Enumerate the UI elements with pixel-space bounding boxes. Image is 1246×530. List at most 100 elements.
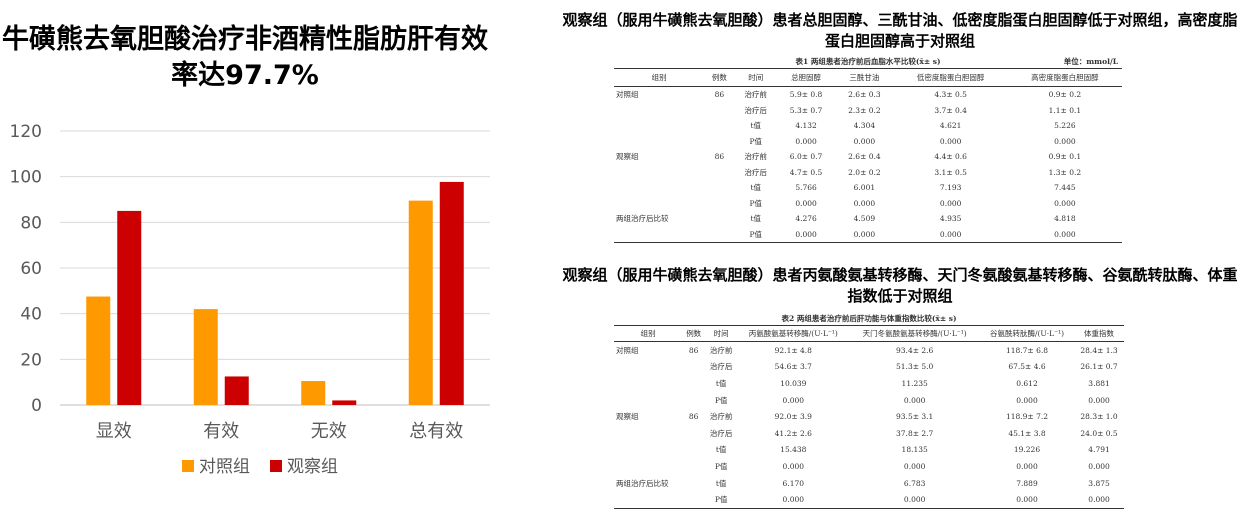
table-cell: [704, 211, 734, 227]
table-cell: 0.000: [853, 229, 876, 239]
table-cell: 0.000: [782, 495, 805, 505]
bar: [332, 400, 357, 405]
table-row: t值 10.039 11.235 0.612 3.881: [614, 375, 1124, 392]
table-row: P值 0.000 0.000 0.000 0.000: [614, 458, 1124, 475]
table-cell: [682, 442, 705, 459]
table-cell: 0.000: [1054, 136, 1076, 146]
x-tick-label: 显效: [96, 421, 132, 442]
table-cell: 6.0± 0.7: [789, 152, 823, 162]
table-cell: 4.276: [795, 214, 817, 224]
y-tick-label: 20: [20, 350, 42, 370]
table-cell: 两组治疗后比较: [616, 478, 669, 488]
table-cell: 0.000: [903, 495, 926, 505]
table-cell: [614, 375, 682, 392]
table-cell: 0.9± 0.1: [1048, 152, 1082, 162]
table-cell: 92.0± 3.9: [774, 412, 812, 422]
table-cell: 51.3± 5.0: [896, 362, 934, 372]
table-cell: 45.1± 3.8: [1008, 428, 1046, 438]
table-cell: [704, 227, 734, 243]
table-cell: [682, 425, 705, 442]
table-cell: 观察组: [616, 412, 639, 422]
table-row: 治疗后 4.7± 0.5 2.0± 0.2 3.1± 0.5 1.3± 0.2: [614, 165, 1122, 181]
bar: [439, 181, 464, 405]
table2-header-cell: 体重指数: [1084, 329, 1115, 338]
table-row: 两组治疗后比较 t值 6.170 6.783 7.889 3.875: [614, 475, 1124, 492]
table-row: t值 4.132 4.304 4.621 5.226: [614, 118, 1122, 134]
table1-caption-text: 表1 两组患者治疗前后血脂水平比较(x̄± s): [795, 57, 941, 66]
bar: [193, 309, 218, 405]
table-cell: [614, 180, 704, 196]
table-cell: [682, 491, 705, 508]
table-cell: 3.7± 0.4: [934, 105, 967, 115]
table-cell: P值: [714, 395, 728, 405]
table-cell: 4.7± 0.5: [789, 167, 823, 177]
table-cell: 24.0± 0.5: [1080, 428, 1118, 438]
y-tick-label: 120: [10, 122, 42, 142]
table-cell: 0.000: [853, 198, 876, 208]
table2-body: 对照组 86 治疗前 92.1± 4.8 93.4± 2.6 118.7± 6.8 28.4…: [614, 342, 1124, 509]
table-cell: 2.6± 0.3: [848, 90, 881, 100]
table-row: 对照组 86 治疗前 92.1± 4.8 93.4± 2.6 118.7± 6.8 28.4…: [614, 342, 1124, 359]
table1-grid: 组别 例数 时间 总胆固醇 三酰甘油 低密度脂蛋白胆固醇 高密度脂蛋白胆固醇 对照组 86 治疗…: [614, 68, 1122, 243]
table-cell: 5.9± 0.8: [789, 90, 823, 100]
table-cell: P值: [749, 136, 762, 146]
table-cell: [614, 227, 704, 243]
table-cell: [614, 359, 682, 376]
table-cell: 67.5± 4.6: [1008, 362, 1046, 372]
table-row: P值 0.000 0.000 0.000 0.000: [614, 491, 1124, 508]
table1-header-cell: 高密度脂蛋白胆固醇: [1031, 73, 1099, 82]
table-row: 观察组 86 治疗前 6.0± 0.7 2.6± 0.4 4.4± 0.6 0.9± 0.1: [614, 149, 1122, 165]
table-cell: [614, 196, 704, 212]
table-cell: 0.000: [1088, 495, 1110, 505]
table-cell: 0.000: [795, 229, 817, 239]
y-tick-label: 40: [20, 305, 42, 325]
table-cell: 4.621: [939, 121, 962, 131]
table-cell: 治疗后: [744, 105, 767, 115]
table1: 表1 两组患者治疗前后血脂水平比较(x̄± s) 单位：mmol/L 组别 例数 时…: [614, 56, 1122, 243]
table-cell: [704, 180, 734, 196]
table-cell: 0.000: [903, 461, 926, 471]
table-cell: 1.1± 0.1: [1048, 105, 1082, 115]
y-tick-label: 80: [20, 213, 42, 233]
table-cell: 2.3± 0.2: [848, 105, 881, 115]
table-cell: [704, 165, 734, 181]
table-cell: 4.509: [853, 214, 876, 224]
table-cell: 0.9± 0.2: [1048, 90, 1082, 100]
table1-header-cell: 例数: [711, 73, 727, 82]
table-cell: 0.000: [1054, 198, 1076, 208]
table-cell: 3.875: [1088, 478, 1110, 488]
table-cell: 92.1± 4.8: [774, 345, 812, 355]
bar: [86, 296, 111, 405]
table-cell: 4.935: [939, 214, 962, 224]
table-cell: 86: [688, 345, 699, 355]
table-cell: 86: [688, 412, 699, 422]
table-cell: 0.000: [795, 198, 817, 208]
table1-header-row: 组别 例数 时间 总胆固醇 三酰甘油 低密度脂蛋白胆固醇 高密度脂蛋白胆固醇: [614, 68, 1122, 87]
table-cell: t值: [715, 378, 727, 388]
table1-caption: 表1 两组患者治疗前后血脂水平比较(x̄± s) 单位：mmol/L: [614, 56, 1122, 68]
table-cell: 4.791: [1088, 445, 1110, 455]
table-cell: [704, 196, 734, 212]
table-row: P值 0.000 0.000 0.000 0.000: [614, 227, 1122, 243]
table2: 表2 两组患者治疗前后肝功能与体重指数比较(x̄± s) 组别 例数 时间 丙氨酸氨基…: [614, 313, 1124, 509]
table-cell: 4.818: [1054, 214, 1076, 224]
table-row: t值 5.766 6.001 7.193 7.445: [614, 180, 1122, 196]
table-cell: 0.000: [903, 395, 926, 405]
table1-heading: 观察组（服用牛磺熊去氧胆酸）患者总胆固醇、三酰甘油、低密度脂蛋白胆固醇低于对照组…: [562, 11, 1238, 50]
table-cell: [682, 458, 705, 475]
table1-body: 对照组 86 治疗前 5.9± 0.8 2.6± 0.3 4.3± 0.5 0.9± 0.2…: [614, 87, 1122, 243]
table-cell: 19.226: [1013, 445, 1041, 455]
table-cell: 93.4± 2.6: [896, 345, 934, 355]
table-cell: 对照组: [616, 345, 639, 355]
legend-label: 对照组: [199, 457, 250, 477]
table-row: P值 0.000 0.000 0.000 0.000: [614, 392, 1124, 409]
table-cell: [682, 475, 705, 492]
table-cell: 118.9± 7.2: [1005, 412, 1049, 422]
table1-header-cell: 低密度脂蛋白胆固醇: [916, 73, 985, 82]
table-row: 对照组 86 治疗前 5.9± 0.8 2.6± 0.3 4.3± 0.5 0.9± 0.2: [614, 87, 1122, 103]
table-cell: 0.000: [939, 136, 962, 146]
table-cell: 0.000: [782, 395, 805, 405]
table-cell: 0.000: [1016, 461, 1038, 471]
table-cell: 54.6± 3.7: [774, 362, 812, 372]
